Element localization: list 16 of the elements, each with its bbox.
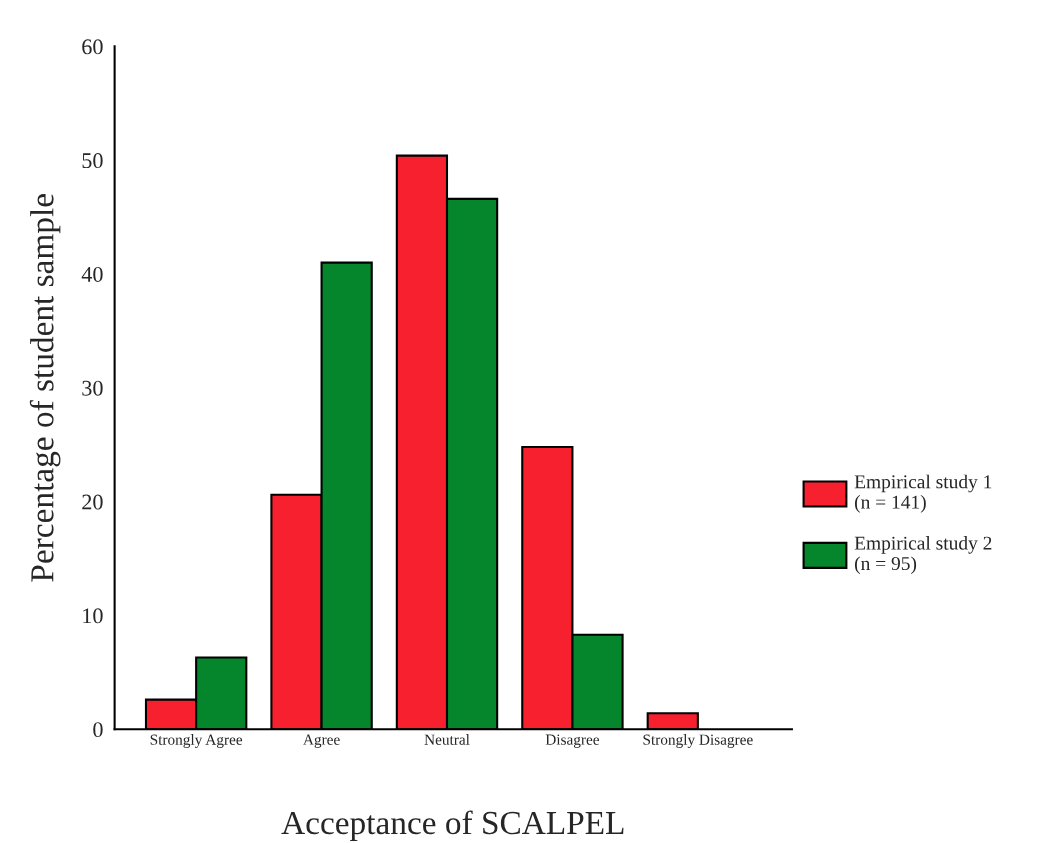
- y-tick-label: 50: [82, 153, 103, 169]
- y-tick-label: 60: [82, 39, 103, 55]
- y-tick-label: 40: [81, 266, 103, 282]
- x-tick-label: Neutral: [424, 734, 470, 745]
- x-tick-label: Disagree: [545, 734, 600, 748]
- y-tick-label: 30: [82, 380, 103, 396]
- y-tick-label: 10: [83, 608, 103, 624]
- x-tick-label: Strongly Agree: [150, 734, 243, 748]
- y-tick-label: 0: [93, 722, 103, 738]
- y-axis-title: Percentage of student sample: [29, 194, 61, 582]
- x-tick-label: Agree: [303, 734, 340, 748]
- legend-label: Empirical study 2 (n = 95): [854, 536, 992, 575]
- y-tick-label: 20: [82, 494, 103, 510]
- legend-label: Empirical study 1 (n = 141): [854, 474, 992, 513]
- x-tick-label: Strongly Disagree: [643, 734, 753, 748]
- x-axis-title: Acceptance of SCALPEL: [281, 810, 624, 842]
